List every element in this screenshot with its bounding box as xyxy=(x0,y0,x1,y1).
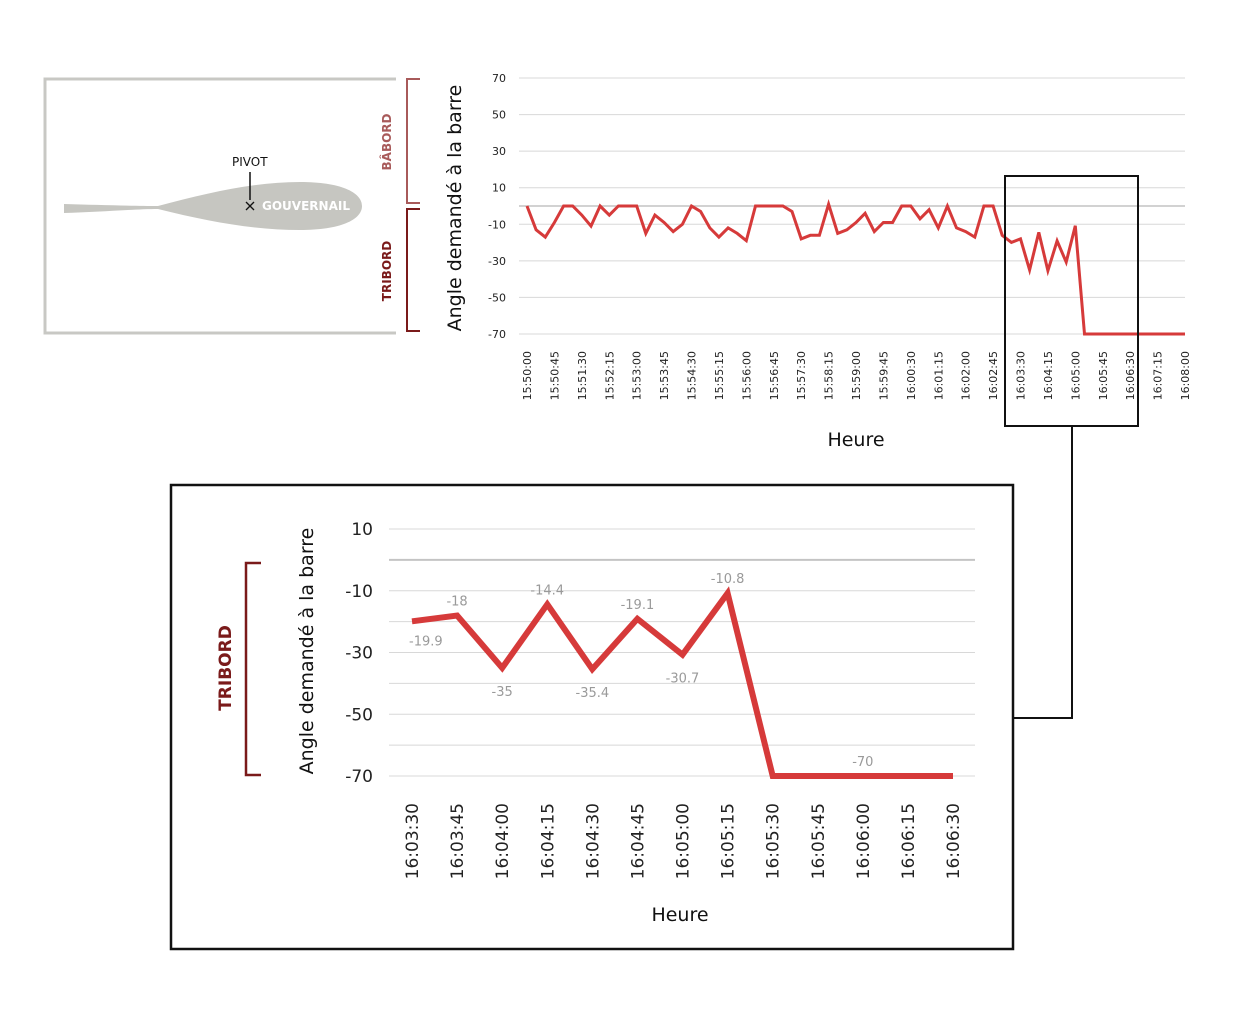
zoom-x-tick-label: 16:04:30 xyxy=(583,803,603,879)
overview-x-axis: 15:50:00 15:50:45 15:51:30 15:52:15 15:53:00… xyxy=(521,351,1192,400)
zoom-tribord-label: TRIBORD xyxy=(216,625,236,711)
zoom-connector-line xyxy=(1014,426,1073,719)
overview-y-tick-label: 30 xyxy=(492,145,506,158)
zoom-y-tick-label: -10 xyxy=(345,582,373,602)
zoom-y-tick-label: -70 xyxy=(345,767,373,787)
overview-x-tick-label: 16:01:15 xyxy=(932,351,945,400)
zoom-y-tick-label: -30 xyxy=(345,644,373,664)
zoom-x-tick-label: 16:03:30 xyxy=(403,803,423,879)
overview-x-tick-label: 15:56:45 xyxy=(768,351,781,400)
overview-x-tick-label: 16:02:45 xyxy=(987,351,1000,400)
overview-x-tick-label: 15:59:00 xyxy=(850,351,863,400)
zoom-x-axis: 16:03:30 16:03:45 16:04:00 16:04:15 16:04:30… xyxy=(403,803,964,879)
overview-y-tick-label: -30 xyxy=(488,255,506,268)
tribord-label: TRIBORD xyxy=(380,241,394,301)
zoom-gridlines xyxy=(389,528,975,777)
zoom-chart: TRIBORD 10-10-30-50-70 16:03:30 16:03:45 1… xyxy=(169,483,1015,951)
babord-label: BÂBORD xyxy=(379,113,394,170)
tribord-bracket xyxy=(406,208,420,332)
overview-y-tick-label: 50 xyxy=(492,109,506,122)
zoom-x-tick-label: 16:06:15 xyxy=(899,803,919,879)
overview-x-tick-label: 15:55:15 xyxy=(713,351,726,400)
overview-x-tick-label: 16:02:00 xyxy=(960,351,973,400)
overview-x-tick-label: 16:05:45 xyxy=(1097,351,1110,400)
overview-x-tick-label: 15:53:00 xyxy=(631,351,644,400)
pivot-label: PIVOT xyxy=(232,155,268,169)
overview-series-line xyxy=(525,199,1185,336)
zoom-x-tick-label: 16:04:00 xyxy=(493,803,513,879)
overview-y-axis: 70 50 30 10 -10 -30 -50 -70 xyxy=(488,72,506,341)
overview-x-tick-label: 15:54:30 xyxy=(686,351,699,400)
zoom-data-label: -35.4 xyxy=(576,686,610,701)
overview-x-tick-label: 16:04:15 xyxy=(1042,351,1055,400)
zoom-x-tick-label: 16:06:00 xyxy=(854,803,874,879)
zoom-y-tick-label: 10 xyxy=(351,520,373,540)
overview-x-tick-label: 16:03:30 xyxy=(1015,351,1028,400)
overview-x-tick-label: 16:00:30 xyxy=(905,351,918,400)
zoom-x-tick-label: 16:03:45 xyxy=(448,803,468,879)
rudder-shape xyxy=(64,182,362,230)
overview-y-tick-label: -70 xyxy=(488,328,506,341)
zoom-x-tick-label: 16:05:15 xyxy=(719,803,739,879)
overview-y-tick-label: -10 xyxy=(488,218,506,231)
zoom-data-label: -19.1 xyxy=(621,598,655,613)
zoom-data-label: -70 xyxy=(852,755,873,770)
overview-x-tick-label: 16:07:15 xyxy=(1152,351,1165,400)
overview-y-tick-label: 10 xyxy=(492,182,506,195)
overview-x-tick-label: 15:50:00 xyxy=(521,351,534,400)
zoom-x-axis-title: Heure xyxy=(651,904,708,926)
zoom-x-tick-label: 16:04:45 xyxy=(628,803,648,879)
overview-x-tick-label: 15:59:45 xyxy=(877,351,890,400)
zoom-data-label: -18 xyxy=(446,594,467,609)
zoom-chart-frame xyxy=(169,483,1015,951)
zoom-x-tick-label: 16:05:45 xyxy=(809,803,829,879)
overview-x-tick-label: 15:50:45 xyxy=(548,351,561,400)
zoom-y-tick-label: -50 xyxy=(345,705,373,725)
overview-x-tick-label: 15:56:00 xyxy=(740,351,753,400)
overview-x-tick-label: 15:51:30 xyxy=(576,351,589,400)
overview-x-tick-label: 15:57:30 xyxy=(795,351,808,400)
zoom-series-line xyxy=(411,586,953,779)
overview-y-axis-title: Angle demandé à la barre xyxy=(444,85,466,332)
overview-x-axis-title: Heure xyxy=(827,429,884,451)
zoom-y-axis: 10 -10 -30 -50 -70 xyxy=(345,520,373,787)
zoom-data-label: -14.4 xyxy=(530,583,564,598)
zoom-x-tick-label: 16:04:15 xyxy=(538,803,558,879)
zoom-y-axis-title: Angle demandé à la barre xyxy=(296,528,318,775)
rudder-diagram: PIVOT GOUVERNAIL BÂBORD TRIBORD xyxy=(43,77,420,335)
pivot-marker-icon xyxy=(245,201,255,211)
zoom-data-label: -30.7 xyxy=(666,672,700,687)
diagram-frame xyxy=(43,77,396,335)
babord-bracket xyxy=(406,78,420,204)
zoom-x-tick-label: 16:06:30 xyxy=(944,803,964,879)
overview-x-tick-label: 15:52:15 xyxy=(603,351,616,400)
rudder-label: GOUVERNAIL xyxy=(262,199,350,213)
overview-x-tick-label: 15:53:45 xyxy=(658,351,671,400)
overview-x-tick-label: 16:08:00 xyxy=(1179,351,1192,400)
overview-x-tick-label: 16:06:30 xyxy=(1124,351,1137,400)
overview-x-tick-label: 16:05:00 xyxy=(1069,351,1082,400)
zoom-data-label: -19.9 xyxy=(409,634,443,649)
zoom-x-tick-label: 16:05:00 xyxy=(674,803,694,879)
zoom-data-labels: -19.9 -18 -35 -14.4 -35.4 -19.1 -30.7 -10.8 -70 xyxy=(409,572,873,770)
zoom-x-tick-label: 16:05:30 xyxy=(764,803,784,879)
overview-x-tick-label: 15:58:15 xyxy=(823,351,836,400)
zoom-tribord-bracket xyxy=(244,561,261,777)
zoom-data-label: -35 xyxy=(492,685,513,700)
overview-y-tick-label: 70 xyxy=(492,72,506,85)
zoom-data-label: -10.8 xyxy=(711,572,745,587)
overview-y-tick-label: -50 xyxy=(488,291,506,304)
